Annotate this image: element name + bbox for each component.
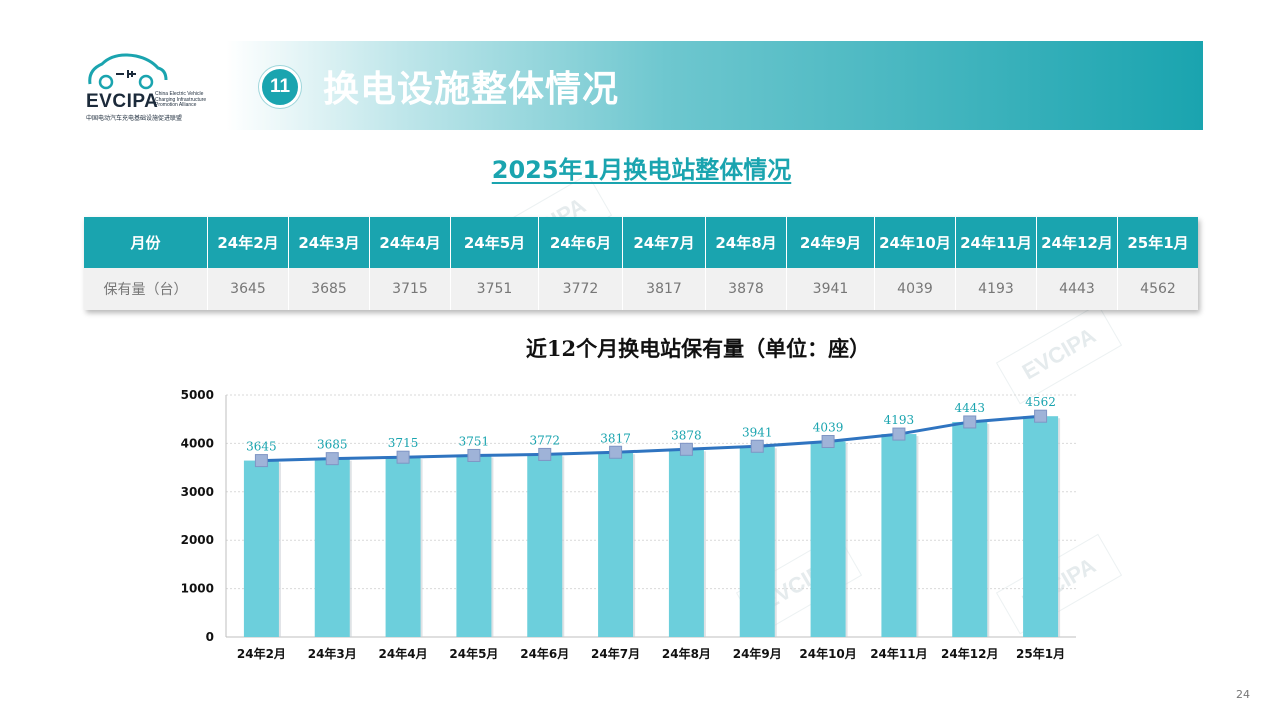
- table-cell: 3817: [622, 268, 706, 310]
- line-marker: [609, 445, 623, 459]
- logo-english: China Electric Vehicle Charging Infrastr…: [155, 91, 207, 108]
- x-tick-label: 24年4月: [379, 646, 428, 661]
- table-header-cell: 24年4月: [369, 217, 451, 268]
- table-cell: 3685: [288, 268, 370, 310]
- x-tick-label: 25年1月: [1016, 646, 1065, 661]
- x-tick-label: 24年2月: [237, 646, 286, 661]
- series-line: [261, 414, 1041, 463]
- table-row-label: 保有量（台）: [84, 268, 208, 310]
- table-cell: 4193: [955, 268, 1037, 310]
- bar: [810, 441, 846, 637]
- bar: [243, 460, 279, 637]
- bar: [527, 454, 563, 637]
- logo-chinese: 中国电动汽车充电基础设施促进联盟: [86, 115, 183, 122]
- table-header-cell: 24年5月: [450, 217, 539, 268]
- page-title: 换电设施整体情况: [323, 69, 620, 110]
- data-label: 4562: [1025, 395, 1056, 409]
- line-marker: [254, 454, 268, 468]
- table-header-cell: 24年9月: [786, 217, 875, 268]
- y-tick-label: 1000: [181, 582, 214, 596]
- line-marker: [750, 439, 764, 453]
- x-tick-label: 24年5月: [449, 646, 498, 661]
- car-plug-icon: [88, 53, 168, 90]
- line-marker: [821, 435, 835, 449]
- table-cell: 4562: [1117, 268, 1198, 310]
- data-label: 3685: [317, 438, 348, 452]
- line-marker: [963, 415, 977, 429]
- table-cell: 3941: [786, 268, 875, 310]
- table-header-cell: 24年10月: [874, 217, 956, 268]
- header-banner: [226, 41, 1203, 130]
- table-header-cell: 24年8月: [705, 217, 787, 268]
- line-marker: [538, 447, 552, 461]
- section-subtitle: 2025年1月换电站整体情况: [491, 156, 792, 184]
- x-tick-label: 24年9月: [733, 646, 782, 661]
- table-cell: 3645: [207, 268, 289, 310]
- table-header-row: 月份 24年2月 24年3月 24年4月 24年5月 24年6月 24年7月 2…: [84, 217, 1198, 268]
- x-tick-label: 24年3月: [308, 646, 357, 661]
- data-label: 3878: [671, 428, 702, 442]
- table-header-cell: 24年2月: [207, 217, 289, 268]
- table-header-cell: 25年1月: [1117, 217, 1198, 268]
- line-marker: [467, 448, 481, 462]
- y-tick-label: 4000: [181, 436, 214, 450]
- table-cell: 4443: [1036, 268, 1118, 310]
- table-header-cell: 24年11月: [955, 217, 1037, 268]
- section-number-badge: 11: [259, 66, 301, 108]
- data-label: 4039: [813, 421, 844, 435]
- bar: [456, 455, 492, 637]
- table-header-cell: 24年6月: [538, 217, 623, 268]
- logo-brand: EVCIPA: [86, 91, 159, 112]
- x-tick-label: 24年10月: [799, 646, 856, 661]
- y-tick-label: 3000: [181, 485, 214, 499]
- y-tick-label: 0: [206, 630, 214, 644]
- table-header-cell: 24年12月: [1036, 217, 1118, 268]
- bar: [1023, 416, 1059, 637]
- table-cell: 3715: [369, 268, 451, 310]
- data-label: 3941: [742, 425, 773, 439]
- data-label: 3772: [529, 433, 560, 447]
- line-marker: [1034, 409, 1048, 423]
- x-tick-label: 24年7月: [591, 646, 640, 661]
- table-cell: 3772: [538, 268, 623, 310]
- line-marker: [396, 450, 410, 464]
- x-tick-label: 24年12月: [941, 646, 998, 661]
- data-label: 4443: [954, 401, 985, 415]
- data-label: 3715: [388, 436, 419, 450]
- table-cell: 3878: [705, 268, 787, 310]
- bar: [952, 421, 988, 637]
- summary-table: 月份 24年2月 24年3月 24年4月 24年5月 24年6月 24年7月 2…: [84, 217, 1198, 310]
- bar: [385, 457, 421, 637]
- table-cell: 3751: [450, 268, 539, 310]
- table-header-cell: 24年3月: [288, 217, 370, 268]
- y-tick-label: 2000: [181, 533, 214, 547]
- data-label: 3817: [600, 431, 631, 445]
- chart-title: 近12个月换电站保有量（单位：座）: [525, 336, 871, 361]
- table-row: 保有量（台） 3645 3685 3715 3751 3772 3817 387…: [84, 268, 1198, 310]
- bar: [314, 458, 350, 637]
- data-label: 3645: [246, 440, 277, 454]
- page-number: 24: [1236, 688, 1250, 701]
- logo: [84, 48, 224, 128]
- bar: [739, 446, 775, 637]
- line-marker: [892, 427, 906, 441]
- bar: [668, 449, 704, 637]
- y-tick-label: 5000: [181, 388, 214, 402]
- x-tick-label: 24年8月: [662, 646, 711, 661]
- bar: [881, 434, 917, 637]
- table-cell: 4039: [874, 268, 956, 310]
- x-tick-label: 24年11月: [870, 646, 927, 661]
- bar: [598, 452, 634, 637]
- line-marker: [325, 452, 339, 466]
- x-tick-label: 24年6月: [520, 646, 569, 661]
- data-label: 3751: [459, 434, 490, 448]
- table-header-cell: 24年7月: [622, 217, 706, 268]
- line-marker: [679, 442, 693, 456]
- table-header-label: 月份: [84, 217, 208, 268]
- data-label: 4193: [884, 413, 915, 427]
